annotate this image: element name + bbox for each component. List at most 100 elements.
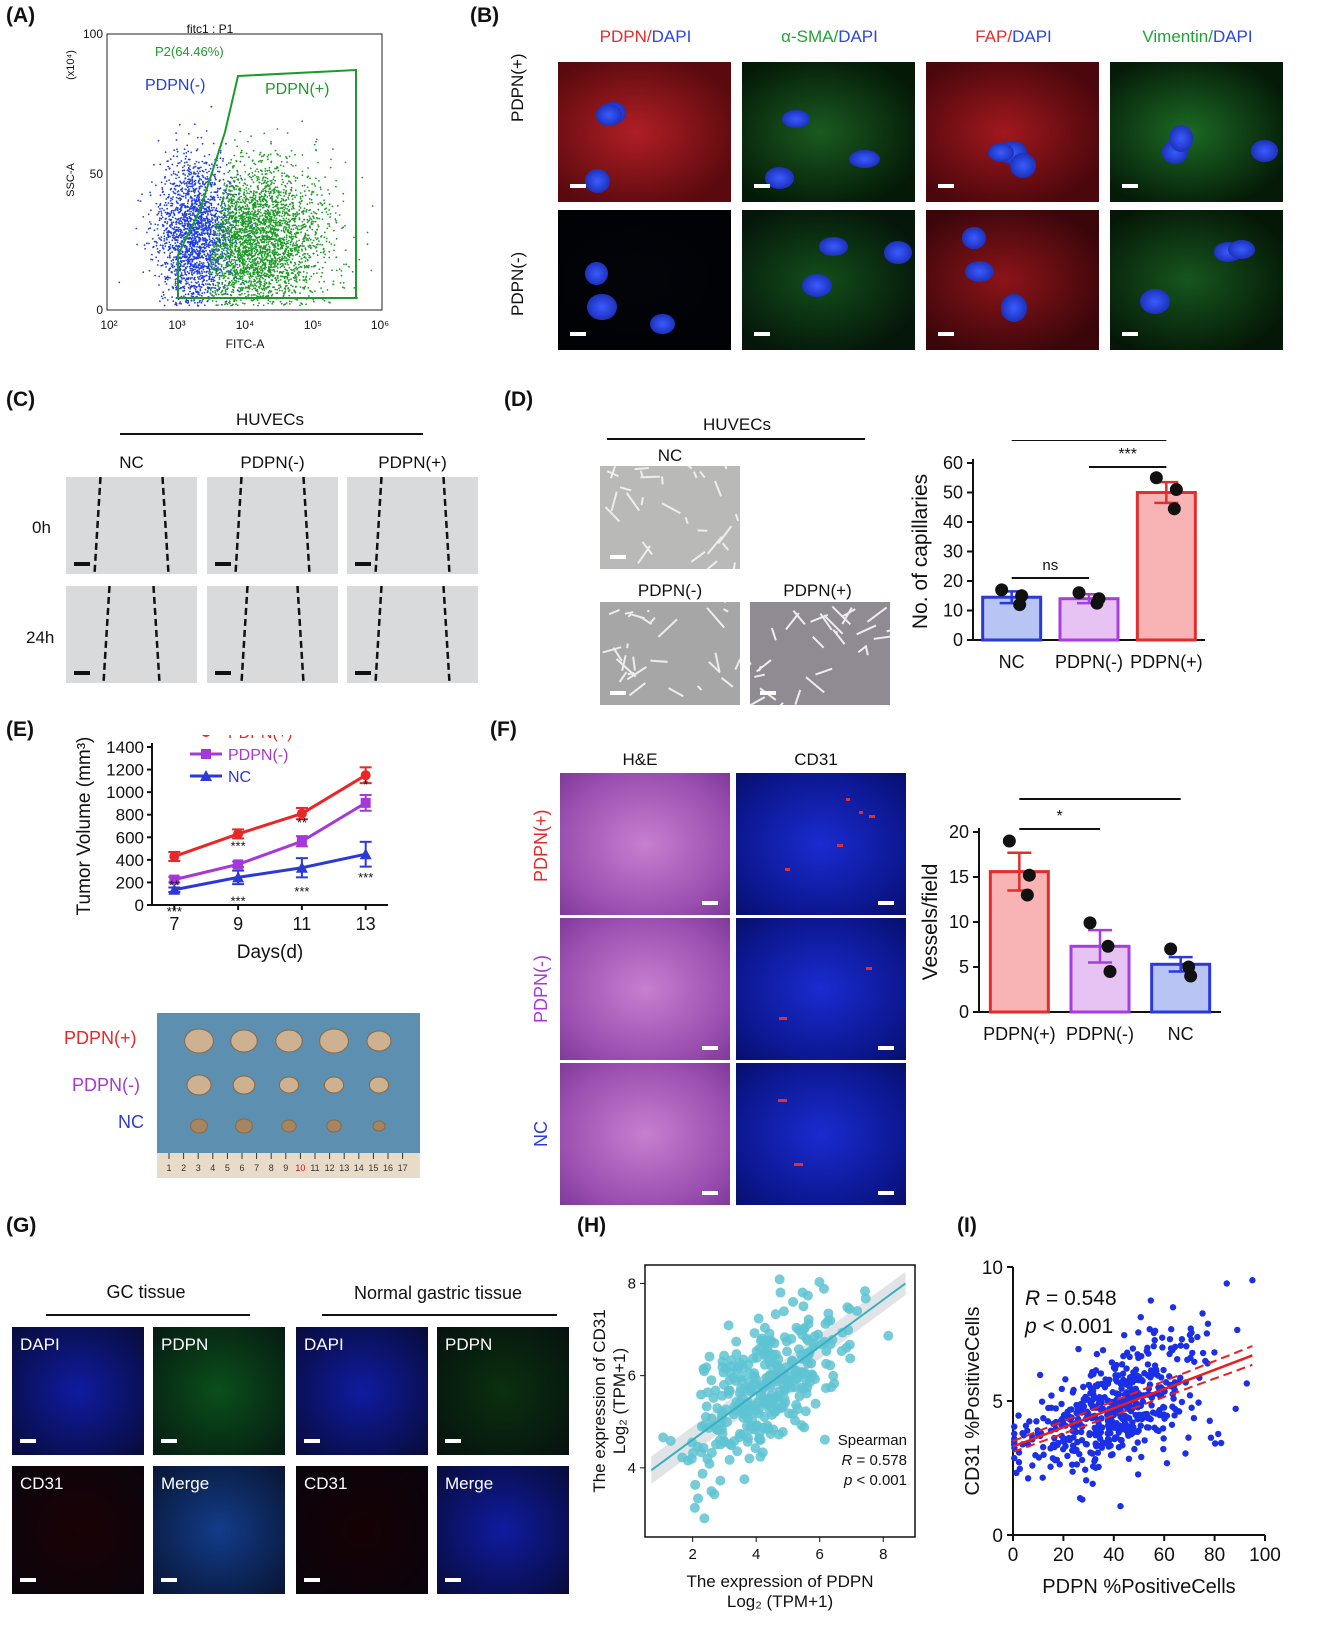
- data-point: [1146, 1381, 1154, 1388]
- data-point: [1169, 483, 1183, 497]
- tube-label-nc: NC: [657, 446, 683, 465]
- data-point: [1093, 1350, 1101, 1358]
- x-axis-label: FITC-A: [226, 337, 265, 351]
- y-axis-label: CD31 %PositiveCells: [965, 1307, 984, 1496]
- r-stat: R = 0.578: [842, 1452, 907, 1469]
- y-tick-label: 4: [628, 1460, 636, 1477]
- fit-line: [650, 1282, 907, 1471]
- data-point: [1131, 1445, 1138, 1453]
- group-line: [120, 433, 423, 435]
- tumor: [323, 1076, 345, 1094]
- data-point: [800, 1406, 811, 1417]
- data-point: [1177, 1374, 1184, 1382]
- vessel: [869, 815, 875, 819]
- data-point: [1184, 1356, 1191, 1363]
- data-point: [1129, 1386, 1136, 1393]
- data-point: [1066, 1406, 1074, 1413]
- data-point: [1033, 1418, 1040, 1425]
- ruler-number: 5: [225, 1163, 230, 1173]
- x-tick-label: 7: [169, 914, 179, 934]
- data-point: [1102, 1376, 1109, 1383]
- data-point: [1195, 1399, 1202, 1406]
- tissue-tile: PDPN: [153, 1327, 285, 1455]
- y-tick-label: 20: [949, 822, 969, 842]
- data-point: [706, 1375, 717, 1386]
- y-tick-label: 800: [116, 806, 144, 825]
- data-point: [1101, 939, 1115, 953]
- legend-label: NC: [228, 769, 251, 786]
- tissue-tile: Merge: [437, 1466, 569, 1594]
- data-point: [1123, 1365, 1130, 1372]
- data-point: [738, 1412, 749, 1423]
- data-point: [755, 1434, 766, 1445]
- data-point: [1171, 1412, 1178, 1419]
- tumor: [372, 1120, 386, 1132]
- x-tick: 10⁵: [304, 318, 322, 332]
- x-tick-label: 11: [293, 914, 312, 934]
- data-point: [687, 1437, 698, 1448]
- data-point: [778, 1306, 789, 1317]
- data-point: [1112, 1376, 1120, 1383]
- scale-bar: [702, 1046, 718, 1050]
- photo-label-nc: NC: [118, 1112, 144, 1132]
- tumor: [275, 1029, 303, 1053]
- data-point: [1036, 1371, 1044, 1379]
- data-point: [689, 1502, 700, 1513]
- tumor: [184, 1028, 214, 1054]
- scale-bar: [1122, 332, 1138, 336]
- data-point: [1058, 1400, 1065, 1408]
- wound-tile: [207, 586, 338, 683]
- data-point: [1022, 868, 1036, 882]
- data-point: [779, 1393, 790, 1404]
- data-point: [1174, 1355, 1181, 1363]
- row-label-f-pdpn-pos: PDPN(+): [531, 809, 551, 882]
- data-point: [765, 1400, 776, 1411]
- panel-label-e: (E): [6, 718, 34, 741]
- data-point: [1189, 1349, 1196, 1357]
- significance-label: ***: [294, 884, 309, 899]
- data-point: [1123, 1349, 1131, 1356]
- data-point: [1149, 1409, 1157, 1416]
- data-point: [1134, 1471, 1142, 1478]
- data-point: [1134, 1439, 1141, 1446]
- data-point: [1147, 1297, 1155, 1304]
- data-point: [779, 1332, 790, 1343]
- data-point: [742, 1436, 753, 1447]
- data-point: [690, 1479, 701, 1490]
- col-header-cd31: CD31: [794, 750, 838, 769]
- data-point: [759, 1322, 770, 1333]
- data-point: [1207, 1434, 1215, 1441]
- data-point: [715, 1439, 726, 1450]
- data-point: [1107, 1442, 1114, 1449]
- data-point: [1142, 1410, 1149, 1418]
- tissue-tile: CD31: [12, 1466, 144, 1594]
- tube-image: [600, 602, 740, 705]
- group-line-gc: [46, 1314, 250, 1316]
- data-point: [782, 1346, 793, 1357]
- cd31-tile: [736, 1063, 906, 1205]
- x-tick-label: 9: [233, 914, 243, 934]
- if-tile: [558, 210, 731, 350]
- if-tile: [1110, 210, 1283, 350]
- legend-label: PDPN(-): [228, 747, 288, 764]
- data-point: [745, 1421, 756, 1432]
- x-tick-label: NC: [1168, 1024, 1194, 1044]
- x-tick: 10⁶: [371, 318, 389, 332]
- vessel: [778, 1098, 787, 1102]
- data-point: [725, 1361, 736, 1372]
- cd31-tile: [736, 773, 906, 915]
- scale-bar: [754, 332, 770, 336]
- data-point: [845, 1353, 856, 1364]
- data-point: [759, 1359, 770, 1370]
- point-marker: [233, 828, 244, 839]
- data-point: [1120, 1414, 1128, 1421]
- data-point: [1095, 1399, 1103, 1406]
- col-label-nc: NC: [119, 453, 144, 472]
- data-point: [1232, 1405, 1239, 1412]
- data-point: [1178, 1398, 1186, 1406]
- data-point: [1095, 1432, 1103, 1440]
- data-point: [1118, 1361, 1126, 1368]
- data-point: [1074, 1404, 1081, 1412]
- scale-bar: [355, 562, 371, 566]
- series-line-NC: [174, 852, 366, 892]
